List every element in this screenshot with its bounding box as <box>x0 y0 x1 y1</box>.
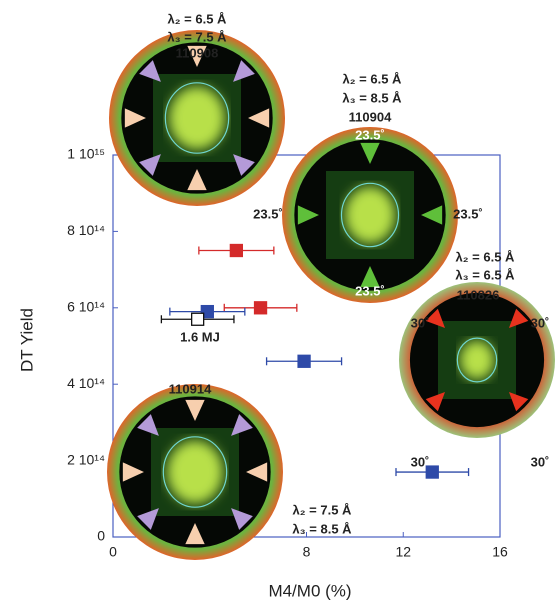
inset-contour <box>162 436 228 508</box>
point <box>229 243 244 258</box>
inset-arrow <box>508 308 529 329</box>
inset-arrow <box>187 169 207 191</box>
annotation: λ₂ = 6.5 Å <box>168 11 228 26</box>
x-tick-label: 16 <box>492 544 508 560</box>
angle-label: 23.5˚ <box>355 283 385 298</box>
inset-blob <box>344 186 396 244</box>
inset-blob <box>168 86 226 150</box>
shot-label: 110908 <box>176 45 219 60</box>
inset-arrow <box>137 508 159 530</box>
inset-arrow <box>122 462 144 482</box>
inset-arrow <box>233 154 255 176</box>
inset-arrow <box>360 266 380 288</box>
point <box>191 312 205 326</box>
annotation: λ₂ = 6.5 Å <box>456 249 516 264</box>
inset-arrow <box>248 108 270 128</box>
y-tick-label: 6 10¹⁴ <box>67 299 105 315</box>
x-axis-label: M4/M0 (%) <box>268 581 351 600</box>
inset-arrow <box>246 462 268 482</box>
angle-label: 23.5˚ <box>355 127 385 142</box>
inset-arrow <box>233 60 255 82</box>
inset-blob <box>166 440 224 504</box>
shot-label: 110904 <box>349 109 392 124</box>
inset-arrow <box>425 308 446 329</box>
inset-arrow <box>185 399 205 421</box>
inset-arrow <box>425 391 446 412</box>
x-tick-label: 0 <box>109 544 117 560</box>
point <box>200 304 214 319</box>
y-tick-label: 1 10¹⁵ <box>67 146 105 162</box>
y-tick-label: 2 10¹⁴ <box>67 451 105 467</box>
shot-label: 110914 <box>169 381 212 396</box>
y-tick-label: 4 10¹⁴ <box>67 375 105 391</box>
inset-contour <box>456 337 498 383</box>
inset-arrow <box>231 414 253 436</box>
angle-label: 30˚ <box>531 315 550 330</box>
annotation: λ₃ = 6.5 Å <box>455 267 515 282</box>
x-tick-label: 8 <box>303 544 311 560</box>
angle-label: 30˚ <box>411 315 430 330</box>
inset-blob <box>459 340 495 380</box>
inset-arrow <box>139 154 161 176</box>
annotation: λ₂ = 6.5 Å <box>343 71 403 86</box>
inset-contour <box>340 182 400 248</box>
point <box>253 301 268 315</box>
inset-arrow <box>185 523 205 545</box>
inset-arrow <box>231 508 253 530</box>
inset-arrow <box>421 205 443 225</box>
annotation: λ₃ = 7.5 Å <box>167 29 227 44</box>
annotation: λ₂ = 7.5 Å <box>293 502 353 517</box>
y-axis-label: DT Yield <box>17 308 36 372</box>
annotation: 1.6 MJ <box>180 329 220 344</box>
angle-label: 30˚ <box>531 454 550 469</box>
inset-arrow <box>297 205 319 225</box>
inset-arrow <box>360 142 380 164</box>
inset-arrow <box>139 60 161 82</box>
angle-label: 30˚ <box>411 454 430 469</box>
annotation: λ₃ = 8.5 Å <box>342 90 402 105</box>
inset-contour <box>164 82 230 154</box>
inset-arrow <box>124 108 146 128</box>
inset-arrow <box>137 414 159 436</box>
annotation: λ₃ = 8.5 Å <box>292 521 352 536</box>
y-tick-label: 8 10¹⁴ <box>67 222 105 238</box>
inset-arrow <box>508 391 529 412</box>
inset-arrow <box>187 45 207 67</box>
point <box>297 354 311 368</box>
angle-label: 23.5˚ <box>453 206 483 221</box>
angle-label: 23.5˚ <box>253 206 283 221</box>
point <box>425 465 439 479</box>
x-tick-label: 12 <box>395 544 411 560</box>
y-tick-label: 0 <box>97 528 105 544</box>
shot-label: 110826 <box>457 287 500 302</box>
